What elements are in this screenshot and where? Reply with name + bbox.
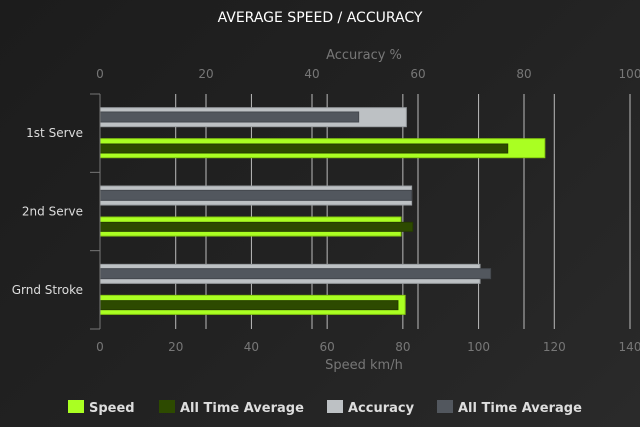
bottom-tick-label: 80 <box>395 340 410 354</box>
bar-accuracy-all-time-average <box>99 111 360 123</box>
top-tick-label: 60 <box>410 67 425 81</box>
top-axis-label: Accuracy % <box>326 48 402 63</box>
bottom-tick-label: 140 <box>619 340 640 354</box>
bottom-tick-label: 20 <box>168 340 183 354</box>
bar-speed-all-time-average <box>99 221 414 232</box>
legend-swatch <box>327 400 343 413</box>
top-tick-label: 0 <box>96 67 104 81</box>
category-label: 2nd Serve <box>22 205 83 219</box>
bottom-axis-label: Speed km/h <box>325 358 403 373</box>
top-tick-label: 100 <box>619 67 640 81</box>
bottom-tick-label: 100 <box>467 340 490 354</box>
bar-speed-all-time-average <box>99 300 399 311</box>
bottom-tick-label: 60 <box>320 340 335 354</box>
bar-speed-all-time-average <box>99 143 509 154</box>
legend-label: Accuracy <box>348 401 415 416</box>
bottom-tick-label: 0 <box>96 340 104 354</box>
bar-accuracy-all-time-average <box>99 189 413 201</box>
legend-label: All Time Average <box>180 401 304 416</box>
category-label: 1st Serve <box>26 126 83 140</box>
category-label: Grnd Stroke <box>12 283 83 297</box>
top-tick-label: 80 <box>516 67 531 81</box>
top-tick-label: 20 <box>198 67 213 81</box>
top-tick-label: 40 <box>304 67 319 81</box>
bar-accuracy-all-time-average <box>99 268 492 280</box>
legend-label: All Time Average <box>458 401 582 416</box>
bottom-tick-label: 40 <box>244 340 259 354</box>
chart-title: AVERAGE SPEED / ACCURACY <box>218 10 423 26</box>
legend-label: Speed <box>89 401 135 416</box>
legend-swatch <box>159 400 175 413</box>
bottom-tick-label: 120 <box>543 340 566 354</box>
legend-swatch <box>437 400 453 413</box>
legend-swatch <box>68 400 84 413</box>
